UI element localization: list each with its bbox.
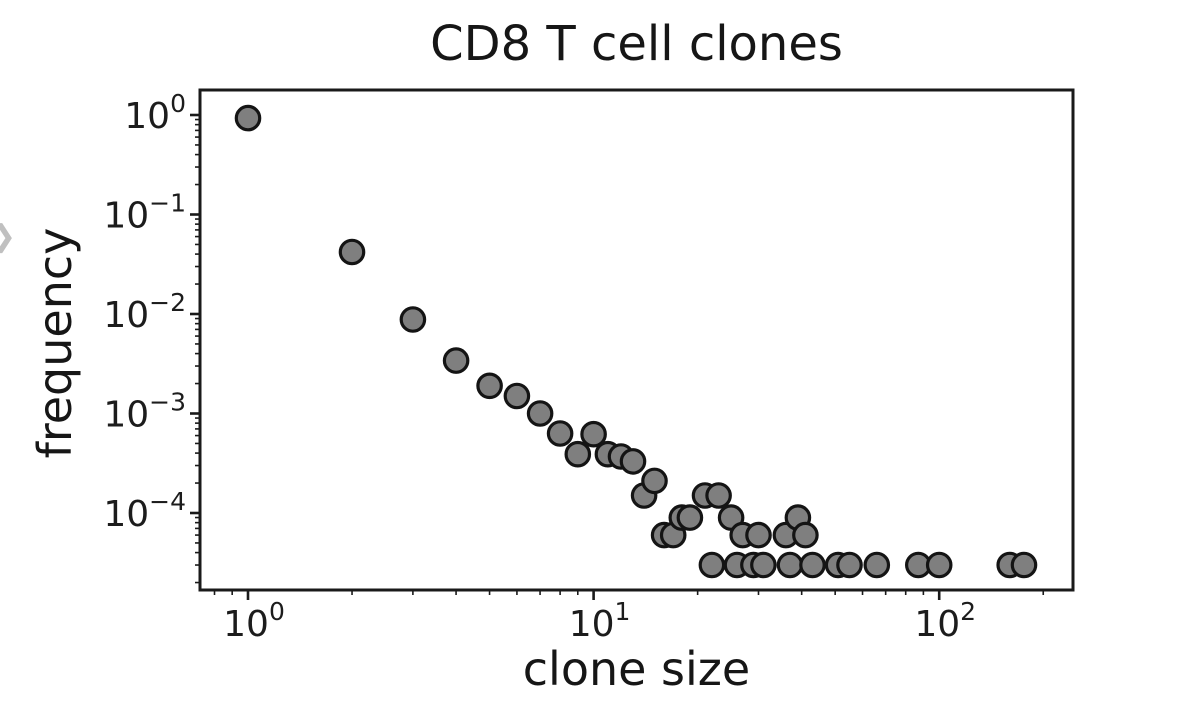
data-point [546, 420, 574, 447]
data-point [476, 372, 503, 400]
data-point [836, 551, 863, 579]
data-point [338, 238, 366, 266]
data-point [925, 551, 953, 579]
y-tick-label: 10−3 [103, 388, 186, 436]
data-point [564, 440, 592, 468]
y-tick-label: 10−4 [103, 487, 186, 535]
data-point [792, 521, 819, 549]
data-point [234, 104, 262, 132]
x-tick-label: 100 [223, 597, 285, 645]
data-point [776, 551, 804, 579]
chevron-right-icon: ❯ [0, 222, 16, 252]
data-point [676, 504, 704, 531]
y-tick-label: 10−1 [103, 189, 186, 237]
data-point [619, 448, 647, 475]
data-point [580, 420, 607, 448]
data-point [526, 400, 554, 427]
data-point [750, 551, 777, 579]
chart-title: CD8 T cell clones [430, 16, 843, 72]
data-point [863, 551, 891, 579]
data-point [698, 551, 726, 579]
data-point [503, 382, 531, 410]
data-point [705, 482, 732, 509]
data-point [641, 467, 668, 495]
data-point [745, 521, 772, 549]
axes-frame [198, 88, 1075, 592]
data-point [1010, 551, 1038, 579]
data-point [399, 306, 427, 333]
data-point [799, 551, 826, 579]
y-tick-label: 100 [124, 89, 186, 137]
data-point [442, 347, 470, 374]
x-axis-label: clone size [522, 642, 751, 696]
y-tick-label: 10−2 [103, 288, 186, 336]
y-axis-label: frequency [28, 227, 82, 459]
x-tick-label: 102 [914, 597, 976, 645]
data-points [234, 104, 1038, 579]
x-tick-label: 101 [569, 597, 631, 645]
